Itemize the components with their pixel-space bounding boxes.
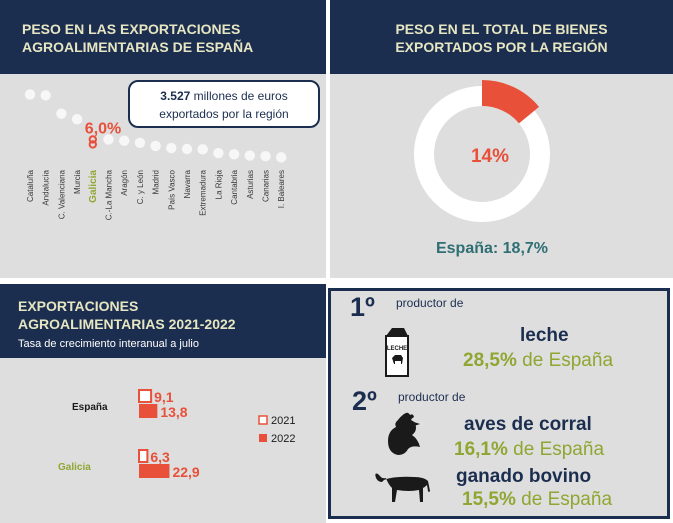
rooster-icon bbox=[388, 412, 420, 455]
product1-pct: 28,5% bbox=[463, 350, 517, 371]
rank1-number: 1º bbox=[350, 292, 375, 322]
dot-category-label: Galicia bbox=[88, 170, 99, 203]
growth-header: EXPORTACIONES AGROALIMENTARIAS 2021-2022… bbox=[0, 284, 326, 358]
bar-2022-value: 13,8 bbox=[160, 404, 187, 420]
milk-carton-icon: LECHE bbox=[385, 328, 409, 377]
dot-3 bbox=[71, 114, 83, 125]
dot-category-label: I. Baleares bbox=[277, 170, 286, 208]
dot-category-label: Extremadura bbox=[199, 169, 208, 215]
dot-12 bbox=[213, 147, 224, 159]
dot-category-label: Cataluña bbox=[26, 169, 35, 202]
donut-slice-galicia bbox=[481, 80, 540, 124]
bar-2021 bbox=[138, 389, 153, 403]
dot-category-label: Canarias bbox=[262, 170, 271, 202]
region-weight-title-line1: PESO EN EL TOTAL DE BIENES bbox=[395, 21, 608, 37]
dot-0 bbox=[24, 89, 36, 100]
product2-pct: 16,1% bbox=[454, 439, 508, 460]
dot-category-label: Madrid bbox=[152, 170, 161, 194]
exports-callout-amount: 3.527 bbox=[160, 89, 191, 103]
dot-category-label: Asturias bbox=[246, 170, 255, 199]
dot-category-label: País Vasco bbox=[167, 169, 176, 209]
producer-panel bbox=[328, 288, 670, 519]
exports-weight-dot-chart: Cataluña Andalucía C. Valenciana Murcia 6,0%… bbox=[24, 89, 287, 220]
dot-16 bbox=[276, 152, 287, 163]
rank1-label: productor de bbox=[396, 296, 464, 310]
dot-category-label: Murcia bbox=[73, 169, 82, 194]
dot-8 bbox=[150, 140, 161, 152]
legend-2022-label: 2022 bbox=[271, 433, 295, 445]
bar-category-label: España bbox=[72, 402, 108, 413]
product2-share: 16,1% de España bbox=[454, 439, 604, 461]
dot-category-label: C. y León bbox=[136, 170, 145, 204]
dot-category-label: C.-La Mancha bbox=[105, 169, 114, 220]
legend-2022-swatch bbox=[259, 434, 267, 442]
bar-2022 bbox=[139, 464, 170, 478]
rank2-label: productor de bbox=[398, 390, 466, 404]
product3-name: ganado bovino bbox=[456, 466, 592, 487]
exports-callout: 3.527 millones de euros exportados por l… bbox=[128, 80, 320, 128]
carton-label: LECHE bbox=[387, 346, 407, 352]
dot-galicia-marker bbox=[88, 140, 98, 149]
rank2-number: 2º bbox=[352, 386, 377, 416]
growth-bar-chart: España 9,113,8 Galicia 6,322,9 2021 2022 bbox=[58, 389, 295, 480]
product1-suffix: de España bbox=[516, 350, 614, 371]
dot-9 bbox=[166, 142, 177, 154]
exports-callout-line2: exportados por la región bbox=[159, 107, 289, 121]
dot-10 bbox=[181, 143, 193, 155]
dot-category-label: Aragón bbox=[120, 170, 129, 196]
growth-subtitle: Tasa de crecimiento interanual a julio bbox=[18, 338, 199, 350]
dot-galicia-value-label: 6,0% bbox=[85, 120, 121, 137]
bar-2021 bbox=[138, 449, 149, 463]
product1-name: leche bbox=[520, 325, 569, 346]
dot-2 bbox=[56, 108, 67, 119]
dot-1 bbox=[40, 90, 51, 101]
legend-2021-swatch bbox=[258, 415, 268, 425]
dot-7 bbox=[134, 137, 146, 149]
product2-name: aves de corral bbox=[464, 414, 592, 435]
bar-2022-value: 22,9 bbox=[172, 464, 199, 480]
dot-category-label: Navarra bbox=[183, 169, 192, 198]
product3-suffix: de España bbox=[515, 489, 613, 510]
dot-15 bbox=[260, 150, 271, 162]
product2-suffix: de España bbox=[507, 439, 605, 460]
dot-category-label: C. Valenciana bbox=[57, 169, 66, 219]
region-weight-header: PESO EN EL TOTAL DE BIENES EXPORTADOS PO… bbox=[330, 0, 673, 74]
exports-weight-title-line2: AGROALIMENTARIAS DE ESPAÑA bbox=[22, 39, 254, 55]
dot-11 bbox=[197, 144, 208, 155]
dot-category-label: La Rioja bbox=[214, 169, 223, 199]
dot-14 bbox=[244, 150, 255, 161]
dot-6 bbox=[119, 135, 130, 146]
legend-2021-label: 2021 bbox=[271, 415, 295, 427]
region-weight-donut: 14% España: 18,7% bbox=[414, 80, 550, 257]
spain-reference-label: España: 18,7% bbox=[436, 240, 548, 257]
region-weight-title-line2: EXPORTADOS POR LA REGIÓN bbox=[395, 39, 608, 55]
growth-title-line1: EXPORTACIONES bbox=[18, 298, 139, 314]
dot-5 bbox=[103, 134, 114, 145]
dot-13 bbox=[228, 149, 240, 160]
product3-share: 15,5% de España bbox=[462, 489, 612, 511]
dot-category-label: Cantabria bbox=[230, 169, 239, 204]
product3-pct: 15,5% bbox=[462, 489, 516, 510]
bar-2021-value: 6,3 bbox=[150, 449, 170, 465]
exports-weight-header: PESO EN LAS EXPORTACIONES AGROALIMENTARI… bbox=[0, 0, 326, 74]
growth-title-line2: AGROALIMENTARIAS 2021-2022 bbox=[18, 316, 236, 332]
bar-category-label: Galicia bbox=[58, 462, 91, 473]
exports-weight-title-line1: PESO EN LAS EXPORTACIONES bbox=[22, 21, 241, 37]
product1-share: 28,5% de España bbox=[463, 350, 613, 372]
bar-2021-value: 9,1 bbox=[154, 389, 174, 405]
cow-icon bbox=[375, 473, 430, 502]
bar-2022 bbox=[139, 404, 158, 418]
donut-center-value: 14% bbox=[471, 146, 509, 167]
exports-callout-line1-rest: millones de euros bbox=[190, 89, 288, 103]
dot-galicia-marker-top bbox=[88, 135, 98, 144]
exports-callout-line1: 3.527 millones de euros bbox=[130, 87, 318, 105]
dot-category-label: Andalucía bbox=[42, 169, 51, 205]
